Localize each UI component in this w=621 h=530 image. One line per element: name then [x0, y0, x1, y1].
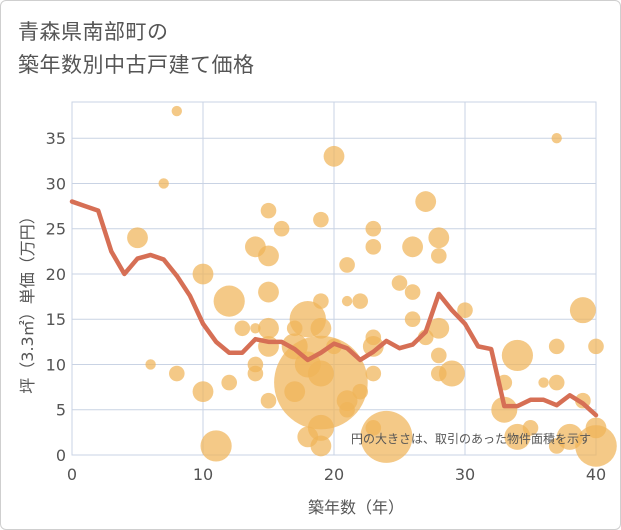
scatter-point [169, 365, 185, 382]
scatter-point [258, 317, 279, 339]
scatter-point [286, 320, 303, 337]
scatter-point [362, 335, 384, 357]
scatter-point [575, 425, 617, 467]
scatter-point [313, 211, 329, 228]
scatter-point [501, 339, 533, 372]
y-tick-label: 20 [46, 265, 66, 284]
scatter-point [404, 311, 421, 328]
scatter-point [548, 374, 565, 391]
y-tick-label: 25 [46, 220, 66, 239]
scatter-point [504, 423, 531, 450]
scatter-point [339, 257, 355, 273]
y-axis-label: 坪（3.3㎡）単価（万円） [18, 208, 37, 393]
chart-title: 青森県南部町の 築年数別中古戸建て価格 [18, 16, 255, 82]
x-tick-label: 40 [586, 465, 606, 484]
scatter-bubbles [127, 105, 617, 467]
y-tick-label: 5 [56, 401, 66, 420]
scatter-point [200, 430, 232, 462]
average-line-layer [69, 199, 599, 418]
scatter-point [250, 323, 261, 334]
scatter-point [588, 338, 604, 355]
scatter-point [438, 360, 465, 387]
scatter-point [428, 227, 450, 249]
scatter-point [457, 302, 473, 318]
scatter-point [171, 105, 182, 117]
x-tick-label: 0 [67, 465, 77, 484]
scatter-point [415, 191, 437, 212]
scatter-point [391, 275, 408, 291]
scatter-point [431, 248, 447, 264]
scatter-point [310, 435, 332, 457]
scatter-point [428, 317, 450, 339]
scatter-point [569, 297, 596, 324]
scatter-point [339, 401, 355, 418]
scatter-point [260, 202, 277, 219]
scatter-point [310, 317, 332, 339]
scatter-point [192, 263, 214, 285]
average-price-line [69, 199, 599, 418]
scatter-point [234, 320, 251, 337]
y-tick-label: 15 [46, 310, 66, 329]
scatter-point [323, 145, 345, 167]
axis-ticks: 0 10 20 30 40 0 5 10 15 20 25 30 35 [46, 129, 607, 484]
scatter-point [551, 133, 562, 144]
y-tick-label: 35 [46, 129, 66, 148]
scatter-point [360, 410, 413, 463]
x-axis-label: 築年数（年） [308, 498, 404, 517]
y-tick-label: 10 [46, 355, 66, 374]
scatter-point [402, 236, 423, 258]
x-tick-label: 30 [455, 465, 475, 484]
scatter-point [258, 281, 279, 303]
scatter-point [404, 284, 421, 300]
scatter-point [538, 377, 549, 388]
scatter-point [431, 347, 447, 364]
scatter-point [365, 220, 382, 237]
scatter-point [258, 245, 279, 267]
scatter-point [352, 293, 369, 309]
scatter-point [221, 374, 237, 391]
x-tick-label: 10 [193, 465, 213, 484]
scatter-point [158, 178, 169, 189]
scatter-point [548, 438, 565, 454]
scatter-point [273, 220, 290, 237]
scatter-point [341, 295, 353, 307]
scatter-point [284, 381, 306, 403]
scatter-point [491, 396, 518, 423]
scatter-point [127, 227, 148, 249]
scatter-point [192, 381, 214, 403]
title-line-2: 築年数別中古戸建て価格 [18, 53, 255, 77]
y-tick-label: 0 [56, 446, 66, 465]
y-tick-label: 30 [46, 174, 66, 193]
scatter-point [145, 359, 156, 370]
scatter-point [213, 285, 245, 317]
bubble-size-note: 円の大きさは、取引のあった物件面積を示す [351, 431, 591, 446]
scatter-point [365, 365, 382, 382]
scatter-point [548, 338, 565, 355]
scatter-point [247, 365, 264, 382]
scatter-point [365, 239, 382, 255]
scatter-point [260, 392, 277, 409]
title-line-1: 青森県南部町の [18, 20, 169, 44]
scatter-point [352, 383, 369, 400]
x-tick-label: 20 [324, 465, 344, 484]
